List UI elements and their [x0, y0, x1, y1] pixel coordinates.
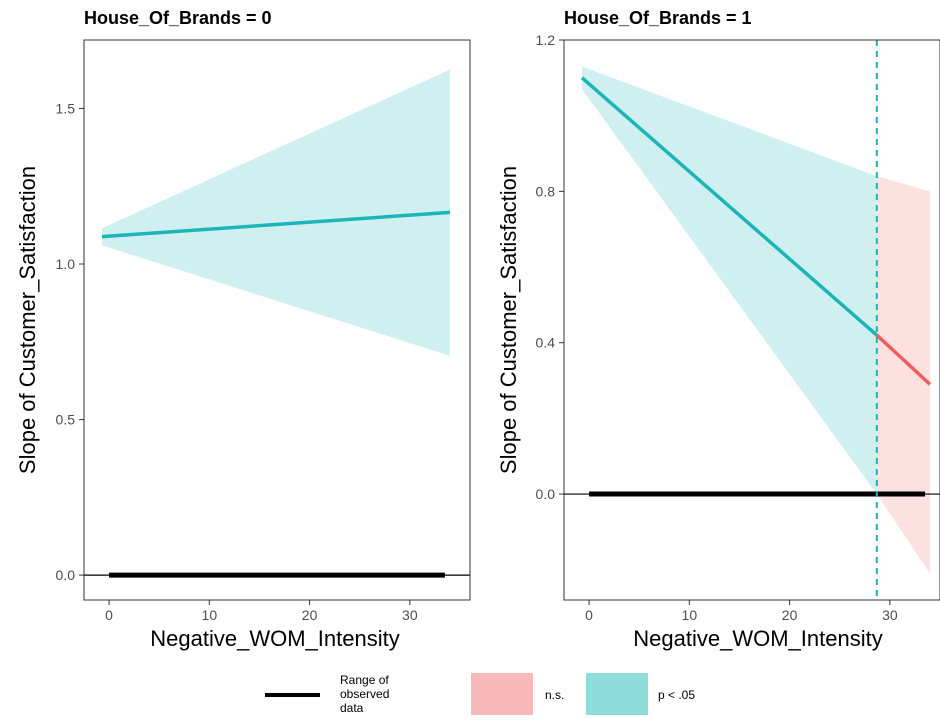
plot-area: 0 10 20 30 0.0 0.4 0.8 1.2: [536, 32, 940, 623]
plot-area: 0 10 20 30 0.0 0.5 1.0 1.5: [56, 39, 471, 623]
y-tick-label: 0.0: [536, 486, 556, 502]
y-tick-label: 1.2: [536, 32, 556, 48]
slope-line-series-1: [875, 333, 932, 386]
legend-label-observed-range-line1: Range of: [340, 673, 389, 687]
legend-key-ns: [471, 673, 533, 715]
confidence-band-series-1: [876, 176, 930, 574]
x-tick-label: 10: [682, 607, 698, 623]
x-axis-title: Negative_WOM_Intensity: [150, 626, 399, 651]
y-tick-label: 0.5: [56, 412, 76, 428]
legend-label-observed-range-line3: data: [340, 701, 364, 715]
y-tick-label: 1.0: [56, 256, 76, 272]
y-tick-label: 1.5: [56, 100, 76, 116]
plot-border: [563, 39, 940, 601]
legend: Range of observed data n.s. p < .05: [265, 673, 695, 715]
x-tick-label: 10: [202, 607, 218, 623]
x-tick-label: 20: [302, 607, 318, 623]
x-tick-label: 0: [585, 607, 593, 623]
x-tick-label: 20: [782, 607, 798, 623]
plot-border: [83, 39, 471, 601]
x-tick-label: 30: [882, 607, 898, 623]
y-axis-title: Slope of Customer_Satisfaction: [496, 166, 521, 474]
x-tick-label: 30: [402, 607, 418, 623]
plot-layer: [84, 69, 470, 578]
confidence-band-series-0: [582, 66, 877, 495]
slope-line-series-0: [101, 210, 451, 239]
x-axis-title: Negative_WOM_Intensity: [633, 626, 882, 651]
panel-house-of-brands-1: House_Of_Brands = 1 Negative_WOM_Intensi…: [496, 8, 940, 651]
panel-title: House_Of_Brands = 0: [84, 8, 272, 28]
panel-title: House_Of_Brands = 1: [564, 8, 752, 28]
y-tick-label: 0.0: [56, 567, 76, 583]
legend-label-observed-range-line2: observed: [340, 687, 389, 701]
plot-layer: [564, 40, 940, 600]
legend-key-significant: [586, 673, 648, 715]
x-tick-label: 0: [105, 607, 113, 623]
legend-label-ns: n.s.: [545, 688, 564, 702]
legend-label-significant: p < .05: [658, 688, 695, 702]
slope-line-series-0: [580, 76, 878, 337]
panel-house-of-brands-0: House_Of_Brands = 0 Negative_WOM_Intensi…: [15, 8, 471, 651]
confidence-band-series-0: [102, 69, 450, 356]
y-tick-label: 0.4: [536, 335, 556, 351]
y-tick-label: 0.8: [536, 183, 556, 199]
y-axis-title: Slope of Customer_Satisfaction: [15, 166, 40, 474]
